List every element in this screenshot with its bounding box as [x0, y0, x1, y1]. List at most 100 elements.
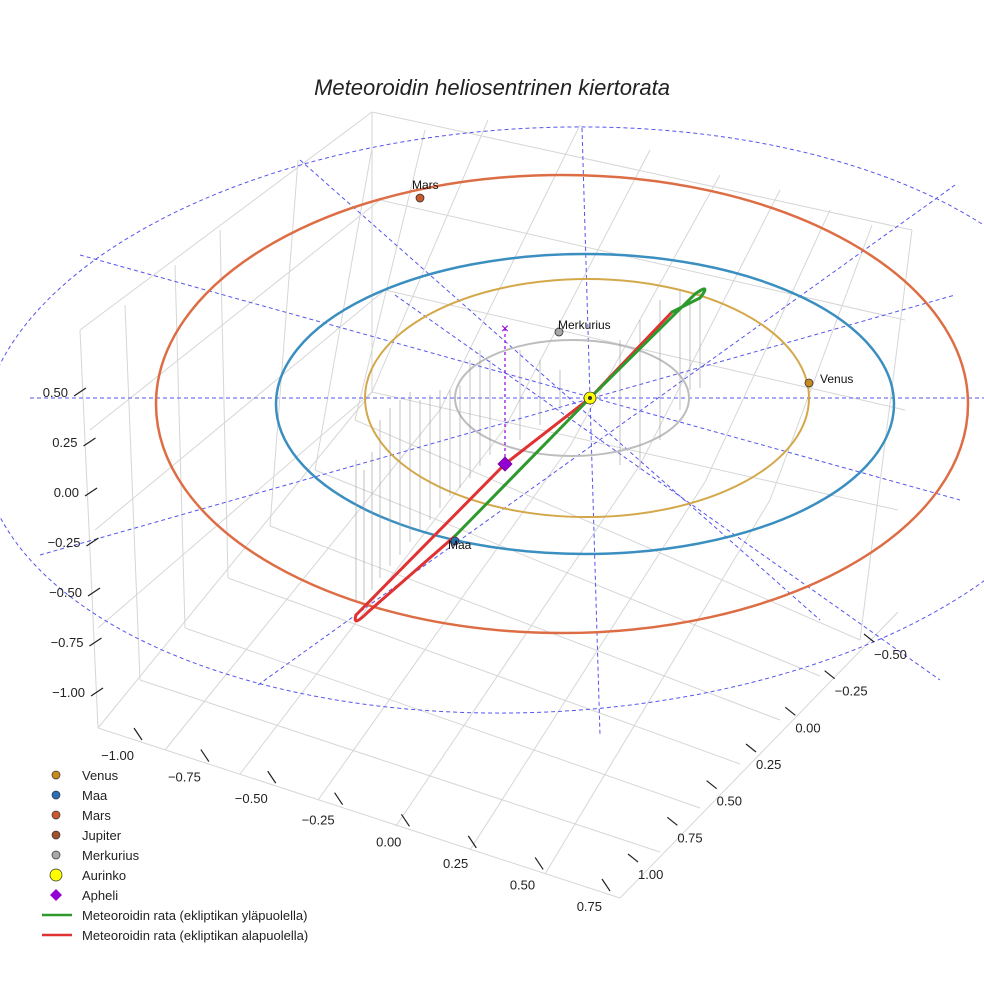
x-tick-label: −0.25: [302, 813, 335, 828]
legend-label: Aurinko: [82, 868, 126, 883]
merkurius-label: Merkurius: [558, 318, 611, 332]
legend-dot-icon: [51, 790, 61, 800]
legend-sun-icon: [49, 868, 63, 882]
x-tick-label: 0.25: [443, 856, 468, 871]
mars-orbit: [154, 173, 970, 635]
legend-item[interactable]: Jupiter: [51, 828, 122, 843]
legend-label: Jupiter: [82, 828, 122, 843]
legend-item[interactable]: Maa: [51, 788, 108, 803]
maa-point: [450, 536, 460, 546]
legend-item[interactable]: Aurinko: [49, 868, 126, 883]
mars-label: Mars: [412, 178, 439, 192]
legend-item[interactable]: Apheli: [50, 888, 118, 903]
merkurius-orbit: [454, 339, 690, 457]
x-tick-mark: [133, 727, 143, 741]
y-tick-mark: [706, 780, 718, 790]
z-tick-label: −1.00: [52, 685, 85, 700]
y-tick-label: 0.00: [795, 720, 820, 735]
ecliptic-reference: [0, 126, 984, 736]
maa-orbit: [274, 252, 896, 556]
grid-floor: [79, 111, 913, 899]
x-tick-mark: [267, 770, 277, 784]
legend-item[interactable]: Meteoroidin rata (ekliptikan yläpuolella…: [42, 908, 307, 923]
x-tick-mark: [534, 857, 544, 870]
y-tick-mark: [666, 816, 678, 826]
y-tick-label: 0.25: [756, 757, 781, 772]
legend-dot-icon: [51, 830, 61, 840]
x-tick-label: −0.50: [235, 791, 268, 806]
x-tick-mark: [467, 835, 477, 849]
x-tick-label: 0.50: [510, 877, 535, 892]
x-axis: −1.00 −0.75 −0.50 −0.25 0.00 0.25 0.50 0.75: [101, 727, 611, 914]
mars-point: [415, 193, 425, 203]
y-tick-mark: [863, 633, 875, 643]
z-tick-mark: [90, 687, 104, 697]
y-tick-mark: [627, 853, 639, 863]
z-tick-label: 0.25: [52, 435, 77, 450]
legend: Venus Maa Mars Jupiter Merkurius Aurinko Aphel…: [42, 768, 308, 943]
z-tick-mark: [89, 637, 102, 647]
z-tick-mark: [86, 537, 99, 547]
legend-label: Meteoroidin rata (ekliptikan alapuolella…: [82, 928, 308, 943]
legend-label: Mars: [82, 808, 111, 823]
y-tick-label: −0.25: [835, 684, 868, 699]
meteoroid-orbit-below: [354, 310, 674, 617]
legend-item[interactable]: Mars: [51, 808, 111, 823]
y-axis: −0.50 −0.25 0.00 0.25 0.50 0.75 1.00: [627, 633, 907, 882]
y-tick-label: 0.75: [677, 830, 702, 845]
legend-dot-icon: [51, 770, 61, 780]
z-tick-label: −0.25: [48, 535, 81, 550]
meteoroid-orbit-below-back: [353, 534, 457, 623]
venus-label: Venus: [820, 372, 853, 386]
x-tick-mark: [601, 878, 611, 892]
apheli-diamond-icon: [497, 456, 513, 472]
z-tick-mark: [73, 387, 87, 397]
legend-label: Apheli: [82, 888, 118, 903]
planets: Mars Merkurius Venus Maa: [412, 178, 853, 552]
planet-orbits: [154, 173, 970, 635]
x-tick-mark: [400, 813, 410, 827]
x-tick-label: 0.75: [577, 899, 602, 914]
legend-label: Venus: [82, 768, 119, 783]
venus-orbit: [364, 278, 810, 518]
legend-diamond-icon: [50, 889, 62, 901]
z-tick-label: −0.50: [49, 585, 82, 600]
x-tick-label: −0.75: [168, 770, 201, 785]
chart-title: Meteoroidin heliosentrinen kiertorata: [314, 75, 670, 100]
merkurius-point: [554, 327, 564, 337]
drop-lines: [355, 290, 701, 600]
legend-item[interactable]: Merkurius: [51, 848, 140, 863]
legend-label: Merkurius: [82, 848, 140, 863]
legend-dot-icon: [51, 850, 61, 860]
y-tick-mark: [745, 743, 757, 753]
meteoroid-orbit-above: [453, 287, 707, 538]
z-tick-label: 0.00: [54, 485, 79, 500]
y-tick-mark: [784, 706, 796, 716]
y-tick-label: −0.50: [874, 647, 907, 662]
legend-item[interactable]: Meteoroidin rata (ekliptikan alapuolella…: [42, 928, 308, 943]
aurinko-core: [588, 396, 592, 400]
z-tick-label: −0.75: [51, 635, 84, 650]
legend-dot-icon: [51, 810, 61, 820]
x-tick-mark: [200, 749, 210, 762]
z-tick-label: 0.50: [43, 385, 68, 400]
aphelion-marker: ×: [497, 320, 513, 472]
legend-label: Meteoroidin rata (ekliptikan yläpuolella…: [82, 908, 307, 923]
maa-label: Maa: [448, 538, 472, 552]
y-tick-label: 0.50: [717, 794, 742, 809]
x-tick-label: 0.00: [376, 834, 401, 849]
z-tick-mark: [83, 437, 96, 447]
z-tick-mark: [84, 487, 98, 497]
legend-item[interactable]: Venus: [51, 768, 119, 783]
legend-label: Maa: [82, 788, 108, 803]
meteoroid-orbit: [353, 287, 707, 623]
venus-point: [804, 378, 814, 388]
aphelion-projection-icon: ×: [501, 320, 509, 336]
z-axis: 0.50 0.25 0.00 −0.25 −0.50 −0.75 −1.00: [43, 385, 104, 700]
x-tick-label: −1.00: [101, 748, 134, 763]
y-tick-label: 1.00: [638, 867, 663, 882]
y-tick-mark: [824, 670, 836, 680]
z-tick-mark: [87, 587, 101, 597]
x-tick-mark: [334, 792, 344, 806]
